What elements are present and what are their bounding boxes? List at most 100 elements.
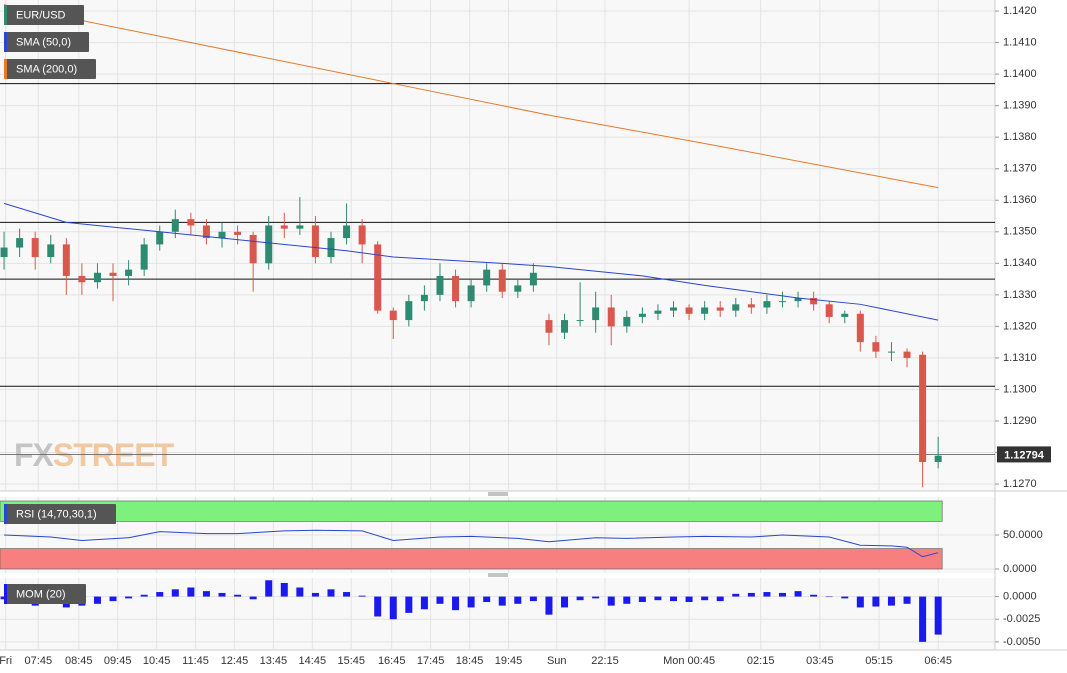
x-tick-label: 11:45 xyxy=(182,655,209,667)
mom-bar xyxy=(934,596,942,635)
x-tick-label: Fri xyxy=(0,655,12,667)
y-tick-label: 1.1410 xyxy=(1003,36,1037,48)
y-tick-label: 1.1300 xyxy=(1003,383,1037,395)
x-tick-label: 09:45 xyxy=(104,655,132,667)
y-tick-label: 1.1380 xyxy=(1003,131,1037,143)
mom-bar xyxy=(483,596,491,602)
sma-line xyxy=(3,202,939,321)
resize-handle[interactable] xyxy=(488,492,508,496)
mom-bar xyxy=(296,587,304,597)
candle-body xyxy=(872,342,880,352)
watermark-part: FX xyxy=(14,437,55,473)
candle-body xyxy=(887,351,895,353)
mom-bar xyxy=(856,596,864,608)
mom-bar xyxy=(638,596,646,602)
candle-body xyxy=(16,238,24,248)
y-tick-label: 1.1330 xyxy=(1003,289,1037,301)
x-tick-label: 19:45 xyxy=(495,655,523,667)
candle-body xyxy=(701,307,709,314)
mom-bar xyxy=(778,592,786,597)
candle-body xyxy=(109,272,117,276)
y-tick-label: 1.1320 xyxy=(1003,320,1037,332)
candle-body xyxy=(62,244,70,276)
candle-body xyxy=(78,275,86,283)
x-tick-label: 10:45 xyxy=(143,655,171,667)
candle-body xyxy=(327,238,335,258)
y-tick-label: 1.1420 xyxy=(1003,5,1037,17)
last-price-label: 1.12794 xyxy=(1004,449,1045,461)
y-tick-label: 1.1370 xyxy=(1003,163,1037,175)
mom-bar xyxy=(701,596,709,601)
candle-body xyxy=(716,307,724,311)
mom-bar xyxy=(919,596,927,642)
mom-bar xyxy=(763,592,771,597)
mom-bar xyxy=(514,596,522,604)
mom-bar xyxy=(389,596,397,620)
candle-body xyxy=(374,244,382,311)
candle-body xyxy=(903,351,911,358)
mom-bar xyxy=(327,589,335,597)
x-tick-label: 08:45 xyxy=(65,655,93,667)
legend-label: EUR/USD xyxy=(16,9,66,21)
candle-body xyxy=(140,244,148,270)
mom-bar xyxy=(93,596,101,604)
x-tick-label: 12:45 xyxy=(221,655,249,667)
mom-panel xyxy=(0,578,995,650)
watermark: FXSTREET xyxy=(14,437,175,473)
candle-body xyxy=(919,354,927,462)
candle-body xyxy=(311,225,319,258)
mom-bar xyxy=(436,596,444,604)
y-tick-label: 0.0000 xyxy=(1003,590,1037,602)
mom-bar xyxy=(156,592,164,597)
candle-body xyxy=(483,269,491,286)
x-tick-label: Sun xyxy=(547,655,567,667)
candle-body xyxy=(810,298,818,305)
candle-body xyxy=(654,310,662,314)
candle-body xyxy=(93,272,101,283)
mom-bar xyxy=(825,596,833,598)
mom-bar xyxy=(202,591,210,597)
y-tick-label: -0.0050 xyxy=(1003,636,1040,648)
y-tick-label: 1.1400 xyxy=(1003,68,1037,80)
mom-bar xyxy=(810,594,818,597)
mom-bar xyxy=(623,596,631,604)
resize-handle[interactable] xyxy=(488,573,508,577)
mom-bar xyxy=(467,596,475,608)
x-tick-label: 17:45 xyxy=(417,655,445,667)
mom-bar xyxy=(747,592,755,597)
candle-body xyxy=(156,231,164,245)
candle-body xyxy=(436,275,444,295)
legend-box xyxy=(4,504,116,524)
legend-stripe xyxy=(4,5,7,25)
candle-body xyxy=(514,285,522,292)
price-panel xyxy=(0,0,995,491)
legend-stripe xyxy=(4,59,7,79)
y-tick-label: 1.1270 xyxy=(1003,478,1037,490)
candle-body xyxy=(670,307,678,311)
mom-bar xyxy=(374,596,382,617)
oversold-band xyxy=(0,548,943,570)
mom-bar xyxy=(280,582,288,597)
mom-bar xyxy=(903,596,911,604)
mom-bar xyxy=(249,596,257,600)
mom-bar xyxy=(607,596,615,606)
legend-box xyxy=(4,584,86,604)
candle-body xyxy=(794,298,802,302)
candle-body xyxy=(934,455,942,462)
mom-bar xyxy=(545,596,553,615)
candle-body xyxy=(420,294,428,302)
y-tick-label: 1.1390 xyxy=(1003,100,1037,112)
mom-bar xyxy=(311,592,319,597)
legend-stripe xyxy=(4,504,7,524)
y-tick-label: 0.0000 xyxy=(1003,563,1037,575)
mom-bar xyxy=(125,596,133,599)
candle-body xyxy=(234,231,242,235)
x-tick-label: 02:15 xyxy=(747,655,775,667)
candle-body xyxy=(0,247,8,258)
mom-bar xyxy=(187,587,195,597)
candle-body xyxy=(732,304,740,311)
mom-bar xyxy=(561,596,569,608)
x-tick-label: 03:45 xyxy=(806,655,834,667)
mom-bar xyxy=(498,596,506,606)
